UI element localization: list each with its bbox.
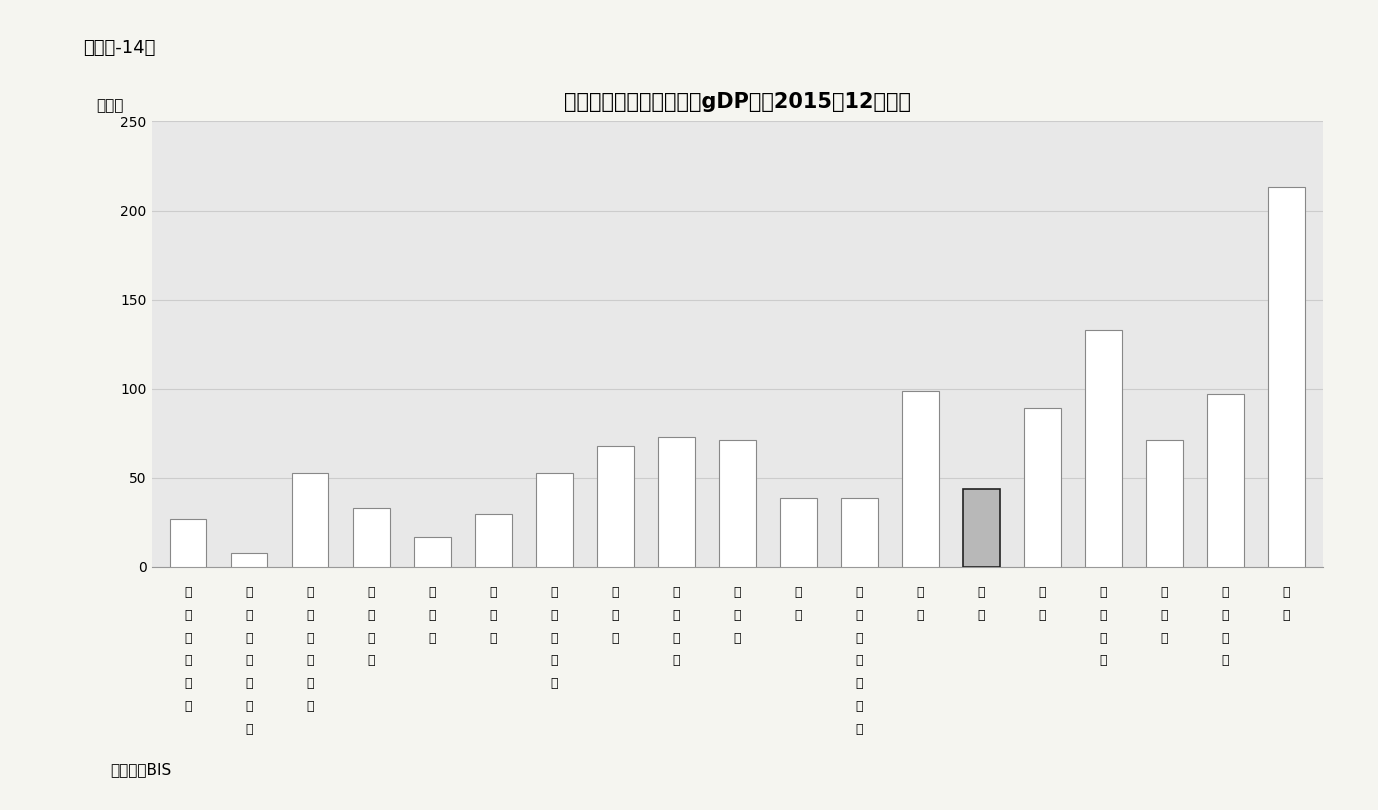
Text: ラ: ラ <box>1221 609 1229 622</box>
Text: ン: ン <box>185 609 192 622</box>
Text: ア: ア <box>245 723 254 735</box>
Bar <box>1024 408 1061 567</box>
Bar <box>169 519 207 567</box>
Text: ロ: ロ <box>429 586 435 599</box>
Text: ス: ス <box>856 632 863 645</box>
Text: フ: フ <box>1221 586 1229 599</box>
Text: 米: 米 <box>916 586 925 599</box>
Text: フ: フ <box>550 632 558 645</box>
Text: ー: ー <box>856 609 863 622</box>
Text: ル: ル <box>489 609 497 622</box>
Title: 一般政府の債務残高（対gDP比、2015年12月末）: 一般政府の債務残高（対gDP比、2015年12月末） <box>564 92 911 112</box>
Text: 国: 国 <box>916 609 925 622</box>
Text: リ: リ <box>550 654 558 667</box>
Bar <box>1268 187 1305 567</box>
Bar <box>232 552 267 567</box>
Text: 本: 本 <box>1283 609 1290 622</box>
Text: イ: イ <box>1100 586 1107 599</box>
Text: ジ: ジ <box>245 632 254 645</box>
Text: ゼ: ゼ <box>306 632 314 645</box>
Bar <box>292 472 328 567</box>
Text: ン: ン <box>306 700 314 713</box>
Text: リ: リ <box>856 700 863 713</box>
Text: ア: ア <box>245 654 254 667</box>
Bar <box>657 437 695 567</box>
Text: 韓: 韓 <box>795 586 802 599</box>
Bar <box>1207 394 1243 567</box>
Text: 日: 日 <box>1283 586 1290 599</box>
Text: ア: ア <box>185 700 192 713</box>
Text: オ: オ <box>856 586 863 599</box>
Text: ン: ン <box>612 609 619 622</box>
Text: カ: カ <box>550 677 558 690</box>
Text: カ: カ <box>1160 586 1169 599</box>
Text: ド: ド <box>612 632 619 645</box>
Text: ラ: ラ <box>245 677 254 690</box>
Text: サ: サ <box>245 586 254 599</box>
Text: 中: 中 <box>977 586 985 599</box>
Text: ブ: ブ <box>672 586 679 599</box>
Text: 英: 英 <box>1039 586 1046 599</box>
Text: キ: キ <box>368 609 375 622</box>
Bar <box>597 446 634 567</box>
Text: ジ: ジ <box>672 632 679 645</box>
Text: シ: シ <box>429 609 435 622</box>
Text: イ: イ <box>612 586 619 599</box>
Text: 国: 国 <box>795 609 802 622</box>
Text: ス: ス <box>1221 654 1229 667</box>
Text: ト: ト <box>489 586 497 599</box>
Text: ビ: ビ <box>245 700 254 713</box>
Text: イ: イ <box>733 609 741 622</box>
Text: メ: メ <box>368 586 375 599</box>
Bar <box>841 497 878 567</box>
Bar <box>1084 330 1122 567</box>
Bar <box>963 488 999 567</box>
Text: イ: イ <box>185 586 192 599</box>
Text: ル: ル <box>672 654 679 667</box>
Text: ラ: ラ <box>672 609 679 622</box>
Text: チ: チ <box>306 677 314 690</box>
Text: ア: ア <box>550 609 558 622</box>
Text: ル: ル <box>306 609 314 622</box>
Text: シ: シ <box>368 632 375 645</box>
Text: ア: ア <box>856 723 863 735</box>
Text: ダ: ダ <box>1160 632 1169 645</box>
Text: 南: 南 <box>550 586 558 599</box>
Text: 国: 国 <box>977 609 985 622</box>
Bar <box>353 508 390 567</box>
Bar <box>1146 441 1182 567</box>
Text: ネ: ネ <box>185 654 192 667</box>
Text: ナ: ナ <box>1160 609 1169 622</box>
Bar <box>536 472 572 567</box>
Text: 国: 国 <box>1039 609 1046 622</box>
Text: ラ: ラ <box>856 677 863 690</box>
Text: ン: ン <box>306 654 314 667</box>
Text: ツ: ツ <box>733 632 741 645</box>
Text: シ: シ <box>185 677 192 690</box>
Text: （図表-14）: （図表-14） <box>83 39 156 57</box>
Text: コ: コ <box>368 654 375 667</box>
Text: タ: タ <box>1100 609 1107 622</box>
Bar <box>780 497 817 567</box>
Text: ン: ン <box>1221 632 1229 645</box>
Text: リ: リ <box>1100 632 1107 645</box>
Text: ド: ド <box>185 632 192 645</box>
Text: ア: ア <box>429 632 435 645</box>
Text: ト: ト <box>856 654 863 667</box>
Text: ウ: ウ <box>245 609 254 622</box>
Text: （％）: （％） <box>96 98 124 113</box>
Bar <box>413 537 451 567</box>
Text: ア: ア <box>1100 654 1107 667</box>
Bar <box>475 514 511 567</box>
Bar <box>903 390 938 567</box>
Text: コ: コ <box>489 632 497 645</box>
Text: ア: ア <box>306 586 314 599</box>
Text: （資料）BIS: （資料）BIS <box>110 762 171 778</box>
Text: ド: ド <box>733 586 741 599</box>
Bar <box>719 441 755 567</box>
